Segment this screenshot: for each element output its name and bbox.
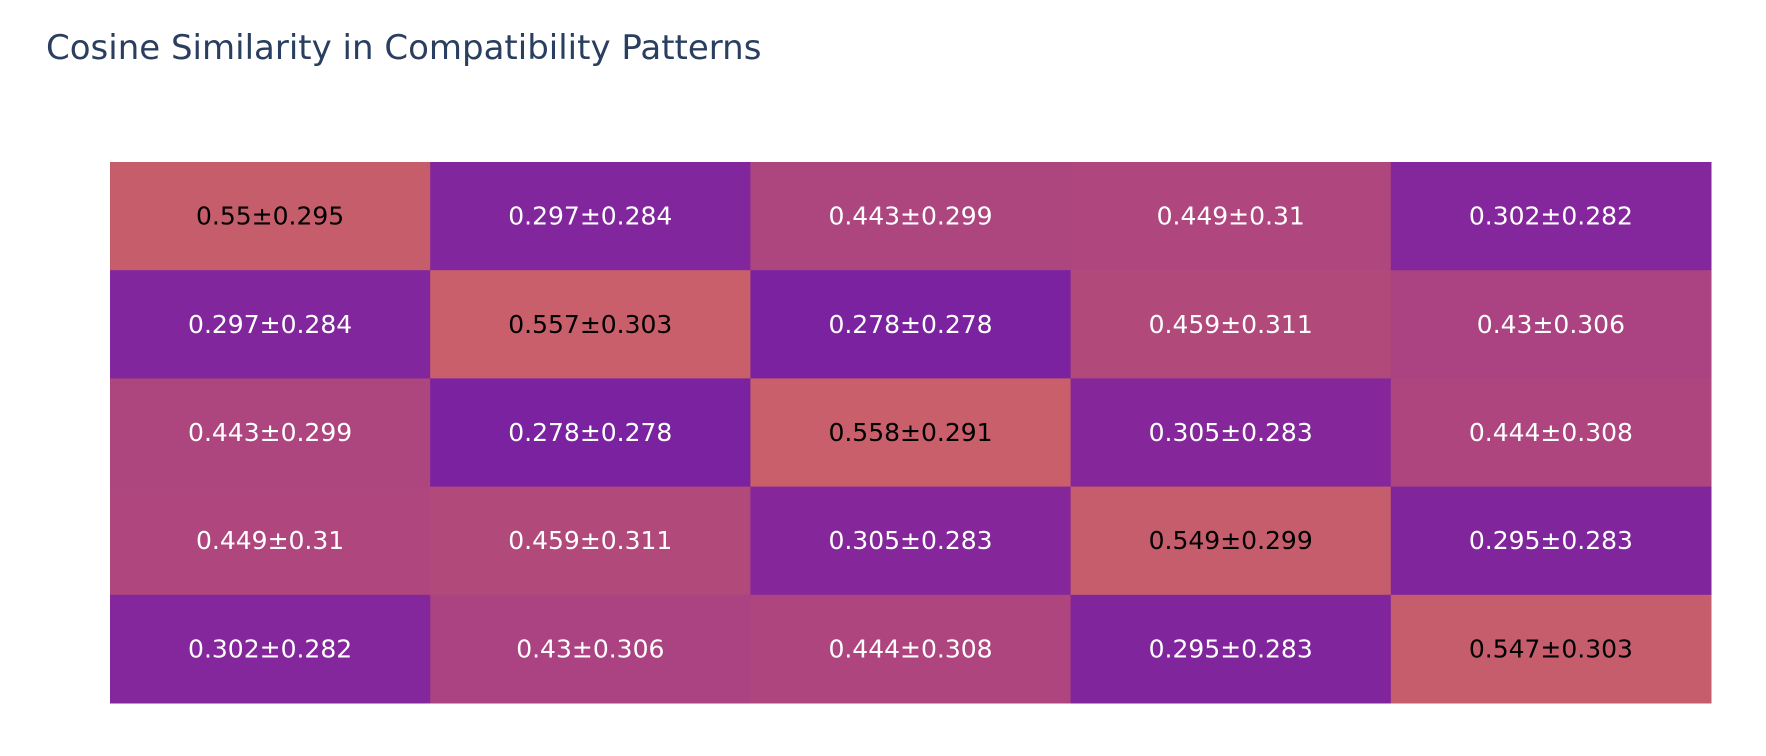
heatmap-cell-label-r4-c4: 0.547±0.303	[1469, 634, 1633, 663]
heatmap-cell-r1-c3	[1070, 270, 1392, 379]
heatmap-cell-label-r3-c0: 0.449±0.31	[196, 526, 344, 555]
heatmap-cell-label-r1-c1: 0.557±0.303	[508, 310, 672, 339]
heatmap-cell-label-r1-c4: 0.43±0.306	[1477, 310, 1625, 339]
heatmap-cell-r2-c2	[750, 378, 1072, 488]
heatmap-cell-r3-c2	[750, 486, 1072, 596]
heatmap-cell-label-r1-c2: 0.278±0.278	[828, 310, 992, 339]
heatmap-cell-label-r2-c4: 0.444±0.308	[1469, 418, 1633, 447]
heatmap-cell-label-r0-c0: 0.55±0.295	[196, 202, 344, 231]
heatmap-cell-label-r3-c1: 0.459±0.311	[508, 526, 672, 555]
heatmap-cell-label-r3-c2: 0.305±0.283	[828, 526, 992, 555]
heatmap-cell-r1-c0	[110, 270, 431, 379]
heatmap-cell-r4-c1	[430, 594, 751, 704]
heatmap-cell-label-r4-c2: 0.444±0.308	[828, 634, 992, 663]
heatmap-cell-label-r4-c0: 0.302±0.282	[188, 634, 352, 663]
heatmap-cell-r1-c1	[430, 270, 751, 379]
heatmap-cell-r2-c0	[110, 378, 431, 488]
heatmap-cell-label-r0-c2: 0.443±0.299	[828, 202, 992, 231]
heatmap-cell-label-r3-c4: 0.295±0.283	[1469, 526, 1633, 555]
heatmap-cell-label-r0-c3: 0.449±0.31	[1157, 202, 1305, 231]
heatmap-cell-label-r0-c4: 0.302±0.282	[1469, 202, 1633, 231]
heatmap-cell-label-r2-c2: 0.558±0.291	[828, 418, 992, 447]
heatmap-cell-r0-c3	[1070, 162, 1392, 271]
heatmap-cell-r1-c2	[750, 270, 1072, 379]
heatmap-cell-r4-c4	[1390, 594, 1712, 704]
heatmap-cell-label-r1-c3: 0.459±0.311	[1149, 310, 1313, 339]
heatmap-cell-label-r2-c0: 0.443±0.299	[188, 418, 352, 447]
heatmap-cell-r2-c1	[430, 378, 751, 488]
heatmap-cell-r4-c2	[750, 594, 1072, 704]
heatmap-cell-r2-c3	[1070, 378, 1392, 488]
heatmap-cell-r2-c4	[1390, 378, 1712, 488]
heatmap-cell-r0-c4	[1390, 162, 1712, 271]
heatmap-cell-label-r2-c3: 0.305±0.283	[1149, 418, 1313, 447]
heatmap-cell-r0-c2	[750, 162, 1072, 271]
heatmap-cell-r1-c4	[1390, 270, 1712, 379]
heatmap-cell-label-r2-c1: 0.278±0.278	[508, 418, 672, 447]
heatmap-cell-r3-c0	[110, 486, 431, 596]
heatmap-cell-r3-c1	[430, 486, 751, 596]
heatmap-cell-r4-c0	[110, 594, 431, 704]
heatmap-cell-r3-c3	[1070, 486, 1392, 596]
heatmap-cell-r0-c0	[110, 162, 431, 271]
heatmap-cell-label-r3-c3: 0.549±0.299	[1149, 526, 1313, 555]
chart-title: Cosine Similarity in Compatibility Patte…	[46, 28, 762, 68]
heatmap-cell-r4-c3	[1070, 594, 1392, 704]
heatmap-cell-label-r0-c1: 0.297±0.284	[508, 202, 672, 231]
heatmap-cell-r0-c1	[430, 162, 751, 271]
heatmap-cell-label-r1-c0: 0.297±0.284	[188, 310, 352, 339]
heatmap-cell-r3-c4	[1390, 486, 1712, 596]
heatmap-cell-label-r4-c1: 0.43±0.306	[516, 634, 664, 663]
heatmap-cell-label-r4-c3: 0.295±0.283	[1149, 634, 1313, 663]
